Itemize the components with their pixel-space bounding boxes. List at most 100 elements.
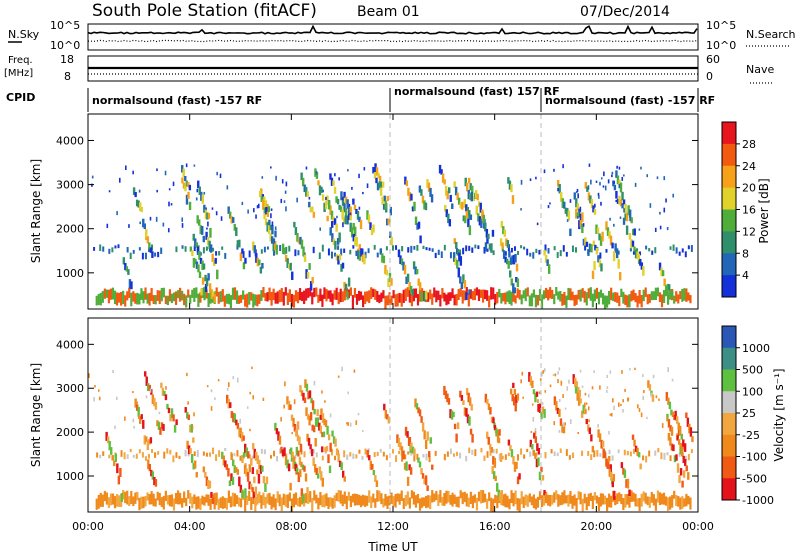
velocity-cell — [642, 395, 645, 401]
velocity-cell — [262, 397, 265, 401]
power-cell — [417, 221, 421, 229]
velocity-cell — [201, 495, 204, 505]
power-cell — [390, 278, 393, 286]
velocity-cell — [539, 378, 542, 381]
velocity-cell — [411, 446, 415, 454]
power-cell — [646, 174, 649, 178]
velocity-cell — [457, 496, 460, 508]
velocity-cell — [214, 397, 216, 400]
velocity-cell — [541, 401, 544, 406]
velocity-cell — [184, 449, 187, 457]
velocity-cell — [266, 493, 269, 504]
power-cell — [498, 288, 501, 298]
velocity-cell — [309, 412, 313, 421]
nsearch-tick-bottom: 10^0 — [706, 39, 736, 52]
velocity-cell — [135, 404, 139, 411]
velocity-cell — [462, 400, 465, 406]
power-cell — [546, 259, 549, 267]
velocity-cell — [632, 492, 635, 502]
velocity-cell — [684, 455, 687, 462]
power-cell — [656, 176, 659, 180]
power-cell — [253, 245, 256, 254]
power-cell — [547, 248, 550, 254]
velocity-cell — [608, 455, 611, 462]
velocity-cell — [654, 498, 657, 511]
velocity-cell — [312, 425, 316, 433]
power-cell — [247, 209, 249, 214]
velocity-cell — [151, 394, 155, 405]
velocity-cell — [290, 498, 294, 512]
velocity-cell — [241, 489, 244, 499]
power-cell — [587, 185, 590, 190]
velocity-cell — [369, 460, 373, 470]
velocity-cell — [538, 391, 541, 395]
velocity-cell — [544, 452, 547, 459]
velocity-cell — [376, 451, 379, 457]
velocity-cell — [441, 496, 444, 506]
velocity-cell — [326, 425, 329, 435]
power-cell — [270, 291, 273, 306]
velocity-cell — [252, 491, 256, 499]
power-cell — [319, 227, 322, 231]
power-cell — [312, 246, 315, 254]
power-cell — [284, 190, 287, 194]
velocity-cell — [138, 449, 141, 454]
nave-label: Nave — [746, 63, 774, 76]
velocity-cell — [490, 497, 493, 512]
power-cell — [248, 292, 251, 305]
velocity-cell — [321, 495, 324, 508]
power-cell — [280, 198, 283, 204]
velocity-cell — [221, 496, 224, 509]
velocity-cell — [537, 447, 541, 455]
velocity-cell — [337, 490, 340, 502]
velocity-cell — [305, 407, 308, 416]
velocity-cell — [576, 392, 579, 401]
power-cell — [567, 210, 571, 221]
velocity-cell — [492, 448, 495, 454]
power-cell — [423, 200, 426, 210]
velocity-colorbar-swatch — [722, 413, 736, 436]
power-cell — [389, 206, 392, 216]
velocity-cell — [455, 496, 458, 507]
power-cell — [299, 236, 302, 245]
velocity-cell — [192, 437, 195, 443]
velocity-cell — [361, 430, 364, 433]
velocity-cell — [687, 454, 690, 461]
velocity-cell — [134, 398, 137, 408]
power-cell — [615, 200, 618, 203]
power-cell — [462, 215, 465, 222]
velocity-cell — [679, 447, 682, 455]
power-cell — [579, 206, 582, 212]
power-cell — [181, 165, 184, 173]
power-cell — [354, 226, 357, 237]
velocity-cell — [562, 425, 566, 434]
power-cell — [410, 193, 413, 201]
velocity-cell — [469, 428, 473, 435]
power-cell — [416, 244, 419, 251]
power-cell — [459, 249, 462, 256]
velocity-cell — [488, 492, 491, 502]
power-cell — [170, 293, 174, 304]
power-cell — [479, 202, 482, 213]
power-cell — [587, 250, 590, 256]
power-cell — [614, 243, 617, 251]
power-cell — [347, 169, 349, 172]
power-cell — [557, 291, 560, 300]
velocity-cell — [166, 448, 169, 454]
power-cell — [579, 289, 582, 302]
power-cell — [91, 183, 93, 187]
velocity-cell — [465, 455, 468, 462]
power-cell — [592, 240, 596, 246]
velocity-cell — [300, 488, 304, 497]
velocity-cell — [534, 436, 538, 443]
velocity-cell — [426, 485, 429, 492]
power-cell — [343, 288, 346, 301]
power-cell — [178, 287, 182, 302]
power-cell — [563, 291, 566, 305]
power-cell — [463, 290, 466, 301]
velocity-cell — [518, 498, 521, 513]
power-cell — [259, 266, 263, 274]
velocity-cell — [244, 443, 247, 453]
velocity-cell — [250, 497, 253, 510]
power-cell — [375, 167, 379, 176]
